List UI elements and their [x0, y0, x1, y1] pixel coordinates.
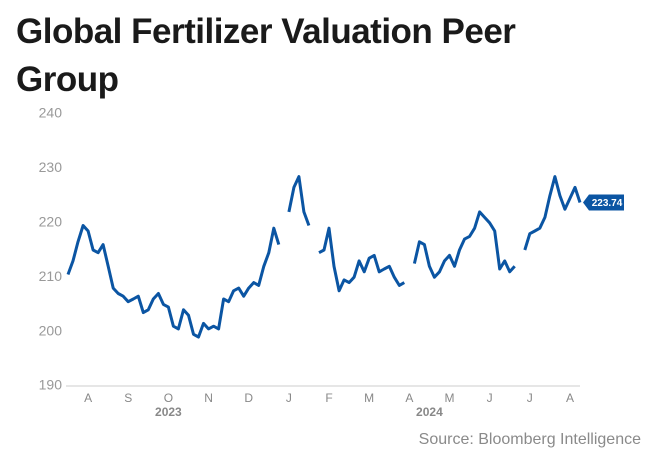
x-tick-label: J: [527, 391, 533, 405]
x-tick-label: F: [325, 391, 332, 405]
line-series: [66, 175, 582, 339]
year-label: 2023: [155, 405, 182, 419]
x-tick-label: O: [164, 391, 173, 405]
x-tick-label: A: [405, 391, 413, 405]
last-value-label: 223.74: [592, 198, 623, 209]
y-tick-label: 230: [39, 159, 63, 175]
x-tick-label: M: [444, 391, 454, 405]
x-tick-label: D: [244, 391, 253, 405]
x-tick-label: N: [204, 391, 213, 405]
x-tick-label: J: [487, 391, 493, 405]
chart-title: Global Fertilizer Valuation Peer Group: [16, 12, 516, 99]
y-tick-label: 240: [39, 105, 63, 121]
x-tick-label: A: [84, 391, 92, 405]
last-value-tag: 223.74: [583, 194, 624, 211]
source: Source: Bloomberg Intelligence: [418, 431, 641, 448]
x-tick-label: A: [566, 391, 574, 405]
y-tick-label: 220: [39, 214, 63, 230]
x-tick-label: S: [124, 391, 132, 405]
year-label: 2024: [416, 405, 443, 419]
y-tick-label: 190: [39, 377, 63, 393]
x-tick-label: M: [364, 391, 374, 405]
x-tick-label: J: [286, 391, 292, 405]
y-tick-label: 210: [39, 268, 63, 284]
tag-box: [583, 194, 624, 211]
y-tick-label: 200: [39, 322, 63, 338]
